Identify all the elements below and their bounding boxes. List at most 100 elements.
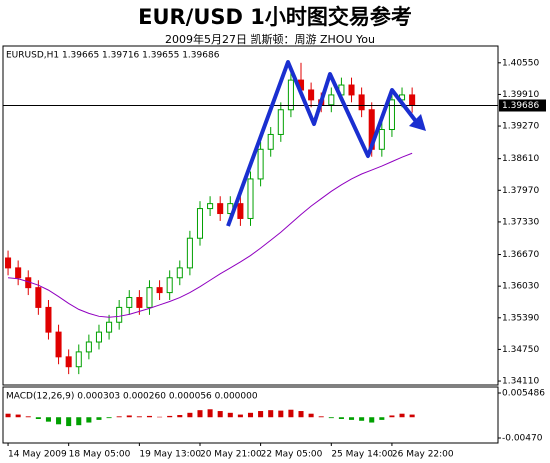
candle-body [146, 287, 153, 308]
candle-body [85, 341, 92, 353]
macd-bar [197, 410, 203, 418]
macd-panel [2, 386, 499, 444]
y-tick-label: 1.40550 [502, 58, 539, 68]
candle-body [5, 257, 12, 269]
macd-bar [328, 417, 334, 419]
candle-body [308, 89, 315, 101]
candle-body [106, 321, 113, 333]
macd-bar [116, 416, 122, 418]
candle-body [196, 208, 204, 239]
candle-body [247, 178, 254, 219]
candle-body [257, 148, 264, 180]
y-tick-label: 1.38610 [502, 154, 539, 164]
macd-bar [106, 417, 112, 419]
candle-body [136, 297, 143, 308]
y-tick-label: 1.37330 [502, 217, 539, 227]
x-tick-label: 18 May 05:00 [69, 450, 131, 460]
legend-text: EURUSD,H1 1.39665 1.39716 1.39655 1.3968… [6, 51, 220, 61]
candle-body [328, 94, 335, 106]
macd-bar [157, 416, 163, 418]
macd-bar [247, 412, 254, 418]
macd-bar [308, 413, 314, 418]
candle-body [95, 331, 102, 343]
candle-body [45, 306, 52, 333]
macd-bar [348, 417, 355, 420]
macd-bar [167, 415, 173, 418]
candle-body [277, 109, 284, 135]
macd-bar [66, 417, 72, 427]
x-tick-label: 20 May 21:00 [200, 450, 262, 460]
macd-bar [56, 417, 62, 425]
macd-bar [96, 417, 102, 420]
candle-body [267, 133, 274, 150]
candle-body [409, 94, 416, 106]
macd-bar [237, 414, 243, 418]
candle-body [35, 287, 42, 308]
macd-bar [359, 417, 365, 421]
macd-bar [5, 413, 11, 418]
price-panel [2, 45, 499, 386]
y-tick-label: 1.34750 [502, 345, 539, 355]
candle-body [237, 203, 244, 219]
candle-body [65, 356, 72, 368]
moving-average [8, 152, 413, 318]
x-tick-label: 14 May 2009 [8, 450, 67, 460]
y-tick-label: 1.35390 [502, 313, 539, 323]
macd-bar [15, 414, 21, 418]
macd-bar [379, 417, 385, 420]
macd-y-tick-label: -0.00470 [502, 433, 543, 443]
macd-bar [278, 410, 284, 418]
macd-bar [187, 412, 193, 418]
candle-body [15, 267, 22, 279]
macd-bar [369, 417, 375, 423]
macd-bar [338, 417, 344, 420]
last-price-label: 1.39686 [502, 101, 539, 111]
y-tick-label: 1.37970 [502, 186, 539, 196]
macd-bar [177, 415, 183, 418]
macd-bar [217, 411, 223, 418]
macd-bar [227, 412, 233, 418]
candle-body [217, 203, 224, 215]
chart-title: EUR/USD 1小时图交易参考 [138, 5, 412, 29]
candle-body [166, 277, 173, 294]
candle-body [348, 84, 355, 96]
candle-body [207, 203, 214, 210]
macd-bar [207, 409, 213, 418]
x-tick-label: 25 May 14:00 [331, 450, 393, 460]
candle-body [126, 297, 133, 308]
macd-label: MACD(12,26,9) 0.000303 0.000260 0.000056… [6, 392, 258, 402]
x-tick-label: 26 May 22:00 [392, 450, 454, 460]
macd-y-tick-label: 0.005486 [502, 388, 545, 398]
arrow-head [409, 114, 426, 131]
y-tick-label: 1.39270 [502, 122, 539, 132]
y-tick-label: 1.34110 [502, 377, 539, 387]
macd-bar [45, 417, 51, 422]
macd-bar [318, 416, 324, 418]
x-tick-label: 19 May 13:00 [139, 450, 201, 460]
y-tick-label: 1.39910 [502, 90, 539, 100]
candle-body [287, 79, 294, 111]
macd-bar [298, 411, 304, 418]
x-tick-label: 22 May 05:00 [261, 450, 323, 460]
y-tick-label: 1.36670 [502, 250, 539, 260]
candle-body [176, 267, 183, 279]
macd-bar [126, 415, 132, 418]
macd-bar [86, 417, 92, 423]
candle-body [186, 237, 193, 269]
macd-bar [25, 416, 31, 418]
last-price-box [499, 99, 546, 112]
candle-body [75, 351, 82, 368]
macd-bar [288, 409, 294, 418]
candle-body [358, 94, 365, 111]
macd-bar [409, 414, 415, 418]
candle-body [55, 331, 62, 358]
candle-body [388, 99, 395, 131]
macd-bar [76, 417, 82, 426]
macd-bar [35, 417, 41, 420]
trend-drawing [226, 60, 420, 227]
macd-bar [268, 410, 274, 418]
candle-body [116, 306, 123, 323]
